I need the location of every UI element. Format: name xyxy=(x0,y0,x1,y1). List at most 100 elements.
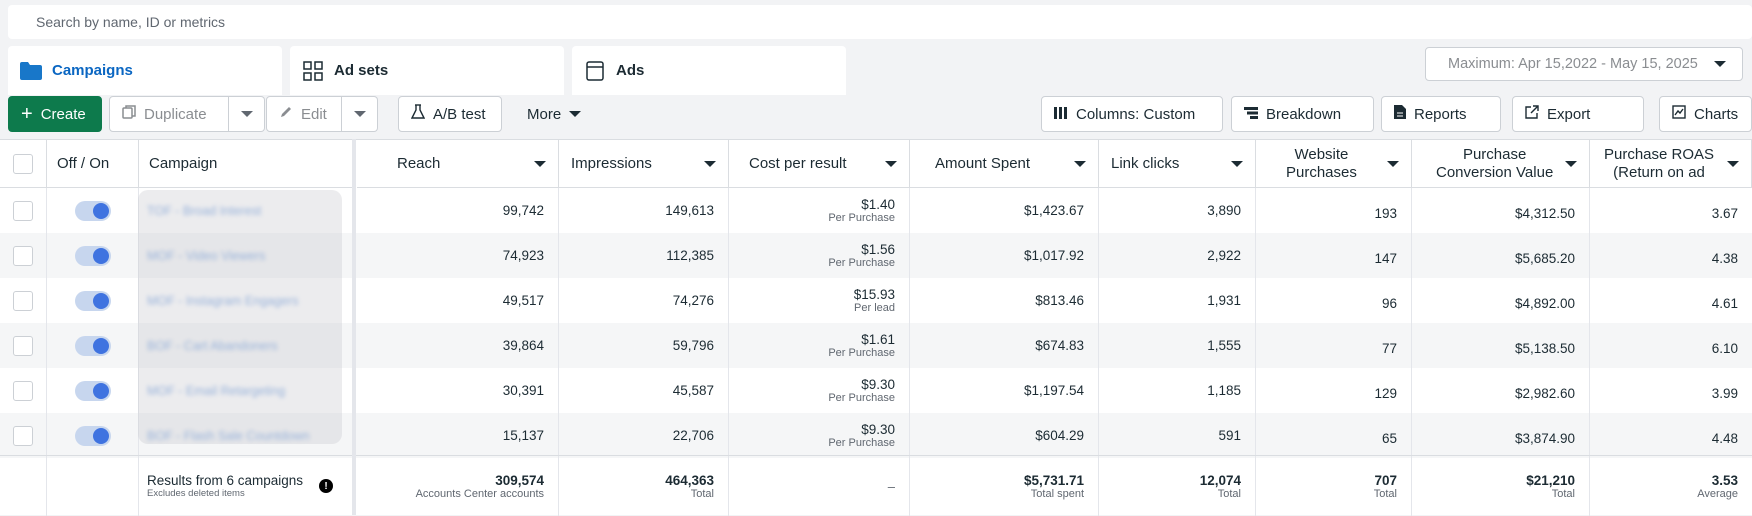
summary-sub: Total spent xyxy=(1030,487,1084,500)
more-button[interactable]: More xyxy=(515,96,595,132)
tab-label: Campaigns xyxy=(52,62,133,79)
pencil-icon xyxy=(279,105,293,123)
duplicate-dropdown-button[interactable] xyxy=(229,96,265,132)
summary-conversion-value: $21,210 Total xyxy=(1412,456,1590,516)
tab-ad-sets[interactable]: Ad sets xyxy=(290,46,564,95)
ab-test-button[interactable]: A/B test xyxy=(398,96,502,132)
breakdown-button[interactable]: Breakdown xyxy=(1231,96,1374,132)
sort-icon xyxy=(1727,160,1739,167)
campaign-name-link[interactable]: BOF - Flash Sale Countdown xyxy=(147,428,310,443)
cell-value: $1,017.92 xyxy=(1023,248,1084,263)
cell-value: $604.29 xyxy=(1035,428,1084,443)
col-amount-spent[interactable]: Amount Spent xyxy=(910,140,1099,188)
campaign-toggle[interactable] xyxy=(74,335,111,356)
cell-sub: Per Purchase xyxy=(828,212,895,224)
col-website-purchases[interactable]: Website Purchases xyxy=(1256,140,1412,188)
summary-value: $21,210 xyxy=(1526,472,1575,488)
summary-cost-per-result: – xyxy=(729,456,910,516)
search-input[interactable]: Search by name, ID or metrics xyxy=(8,5,1752,39)
col-label: Link clicks xyxy=(1111,155,1180,172)
cell-cpr: $9.30 Per Purchase xyxy=(729,368,910,413)
col-cost-per-result[interactable]: Cost per result xyxy=(729,140,910,188)
campaign-name-link[interactable]: MOF - Email Retargeting xyxy=(147,383,286,398)
table-row[interactable]: TOF - Broad Interest 99,742 149,613 $1.40 Pe… xyxy=(0,188,1752,233)
row-checkbox[interactable] xyxy=(13,335,33,356)
col-purchase-conversion-value[interactable]: Purchase Conversion Value xyxy=(1412,140,1590,188)
cell-conv_value: $2,982.60 xyxy=(1412,368,1590,413)
col-campaign[interactable]: Campaign xyxy=(139,140,353,188)
campaign-name-link[interactable]: BOF - Cart Abandoners xyxy=(147,338,278,353)
cell-value: 96 xyxy=(1381,296,1397,311)
col-purchase-roas[interactable]: Purchase ROAS (Return on ad xyxy=(1590,140,1752,188)
plus-icon: + xyxy=(21,103,33,125)
campaign-toggle[interactable] xyxy=(74,290,111,311)
reports-button[interactable]: Reports xyxy=(1381,96,1501,132)
cell-sub: Per Purchase xyxy=(828,437,895,449)
tab-ads[interactable]: Ads xyxy=(572,46,846,95)
cell-value: $1,423.67 xyxy=(1023,203,1084,218)
row-checkbox[interactable] xyxy=(13,200,33,221)
row-select-cell xyxy=(0,278,47,323)
chevron-down-icon xyxy=(569,111,582,117)
duplicate-button[interactable]: Duplicate xyxy=(109,96,229,132)
row-checkbox[interactable] xyxy=(13,290,33,311)
table-row[interactable]: MOF - Video Viewers 74,923 112,385 $1.56 Per… xyxy=(0,233,1752,278)
col-label: Website Purchases xyxy=(1286,145,1357,181)
cell-value: $5,685.20 xyxy=(1514,251,1575,266)
cell-value: $1.56 xyxy=(861,242,895,257)
sort-icon xyxy=(1074,160,1086,167)
campaign-name-link[interactable]: TOF - Broad Interest xyxy=(147,203,262,218)
date-range-picker[interactable]: Maximum: Apr 15,2022 - May 15, 2025 xyxy=(1425,47,1743,81)
cell-reach: 49,517 xyxy=(357,278,559,323)
columns-label: Columns: Custom xyxy=(1076,105,1196,123)
tab-campaigns[interactable]: Campaigns xyxy=(8,46,282,95)
info-icon[interactable]: ! xyxy=(319,479,333,493)
campaign-name-cell: BOF - Cart Abandoners xyxy=(139,323,353,368)
cell-value: 149,613 xyxy=(665,203,714,218)
date-range-label: Maximum: Apr 15,2022 - May 15, 2025 xyxy=(1448,56,1698,72)
row-checkbox[interactable] xyxy=(13,245,33,266)
cell-value: $4,312.50 xyxy=(1514,206,1575,221)
row-toggle-cell xyxy=(47,323,139,368)
summary-impressions: 464,363 Total xyxy=(559,456,729,516)
edit-button[interactable]: Edit xyxy=(266,96,342,132)
row-select-cell xyxy=(0,368,47,413)
table-row[interactable]: MOF - Email Retargeting 30,391 45,587 $9.30… xyxy=(0,368,1752,413)
campaign-name-link[interactable]: MOF - Video Viewers xyxy=(147,248,266,263)
cell-value: $9.30 xyxy=(861,377,895,392)
campaign-name-link[interactable]: MOF - Instagram Engagers xyxy=(147,293,299,308)
col-impressions[interactable]: Impressions xyxy=(559,140,729,188)
table-row[interactable]: BOF - Flash Sale Countdown 15,137 22,706 $9… xyxy=(0,413,1752,458)
export-button[interactable]: Export xyxy=(1512,96,1644,132)
campaign-toggle[interactable] xyxy=(74,200,111,221)
cell-conv_value: $4,892.00 xyxy=(1412,278,1590,323)
cell-spent: $813.46 xyxy=(910,278,1099,323)
table-row[interactable]: MOF - Instagram Engagers 49,517 74,276 $15.… xyxy=(0,278,1752,323)
cell-value: $5,138.50 xyxy=(1514,341,1575,356)
select-all-checkbox[interactable] xyxy=(13,153,33,174)
row-checkbox[interactable] xyxy=(13,425,33,446)
table-row[interactable]: BOF - Cart Abandoners 39,864 59,796 $1.61 Pe… xyxy=(0,323,1752,368)
summary-value: $5,731.71 xyxy=(1023,472,1084,488)
create-button[interactable]: + Create xyxy=(8,96,102,132)
cell-clicks: 2,922 xyxy=(1099,233,1256,278)
charts-button[interactable]: Charts xyxy=(1659,96,1752,132)
tab-label: Ad sets xyxy=(334,62,389,79)
summary-reach: 309,574 Accounts Center accounts xyxy=(357,456,559,516)
cell-value: 74,923 xyxy=(502,248,544,263)
summary-sub: Excludes deleted items xyxy=(147,488,245,499)
col-off-on[interactable]: Off / On xyxy=(47,140,139,188)
campaign-toggle[interactable] xyxy=(74,380,111,401)
cell-value: 22,706 xyxy=(672,428,714,443)
row-toggle-cell xyxy=(47,233,139,278)
col-link-clicks[interactable]: Link clicks xyxy=(1099,140,1256,188)
edit-dropdown-button[interactable] xyxy=(342,96,378,132)
row-toggle-cell xyxy=(47,368,139,413)
report-icon xyxy=(1394,105,1406,123)
col-reach[interactable]: Reach xyxy=(357,140,559,188)
row-checkbox[interactable] xyxy=(13,380,33,401)
campaign-toggle[interactable] xyxy=(74,425,111,446)
campaign-name-cell: BOF - Flash Sale Countdown xyxy=(139,413,353,458)
columns-button[interactable]: Columns: Custom xyxy=(1041,96,1223,132)
campaign-toggle[interactable] xyxy=(74,245,111,266)
